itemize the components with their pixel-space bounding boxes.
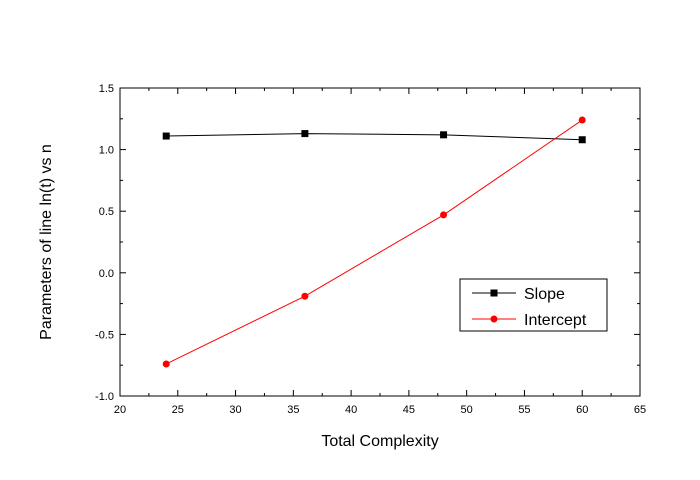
intercept-point — [440, 211, 448, 219]
y-tick-label: 1.0 — [99, 145, 114, 157]
intercept-point — [162, 360, 170, 368]
y-tick-label: -1.0 — [95, 391, 114, 403]
y-axis-title: Parameters of line ln(t) vs n — [38, 144, 55, 340]
intercept-series-line — [166, 119, 583, 365]
slope-point — [301, 130, 309, 138]
x-tick-label: 50 — [461, 404, 473, 416]
y-tick-label: 0.5 — [99, 206, 114, 218]
slope-point — [578, 136, 586, 144]
y-tick-label: -0.5 — [95, 329, 114, 341]
x-axis-ticks: 20 25 30 35 40 45 50 55 60 65 — [114, 88, 646, 416]
intercept-point — [301, 292, 309, 300]
x-tick-label: 55 — [518, 404, 530, 416]
x-tick-label: 20 — [114, 404, 126, 416]
legend-intercept-label: Intercept — [524, 312, 587, 329]
x-axis-title: Total Complexity — [321, 433, 438, 450]
x-tick-label: 65 — [634, 404, 646, 416]
slope-series-line — [166, 133, 583, 141]
legend-intercept-marker — [490, 315, 498, 323]
x-tick-label: 35 — [287, 404, 299, 416]
legend-box — [459, 278, 608, 332]
y-tick-label: 0.0 — [99, 268, 114, 280]
y-tick-label: 1.5 — [99, 83, 114, 95]
slope-point — [440, 131, 448, 139]
legend-slope-marker — [490, 289, 498, 297]
x-tick-label: 40 — [345, 404, 357, 416]
legend: Slope Intercept — [459, 278, 608, 332]
legend-slope-label: Slope — [524, 286, 565, 303]
x-tick-label: 60 — [576, 404, 588, 416]
series-layer — [162, 116, 586, 368]
x-tick-label: 30 — [229, 404, 241, 416]
intercept-point — [578, 116, 586, 124]
slope-point — [162, 132, 170, 140]
y-axis-ticks: -1.0 -0.5 0.0 0.5 1.0 1.5 — [95, 83, 640, 403]
x-tick-label: 45 — [403, 404, 415, 416]
x-tick-label: 25 — [172, 404, 184, 416]
